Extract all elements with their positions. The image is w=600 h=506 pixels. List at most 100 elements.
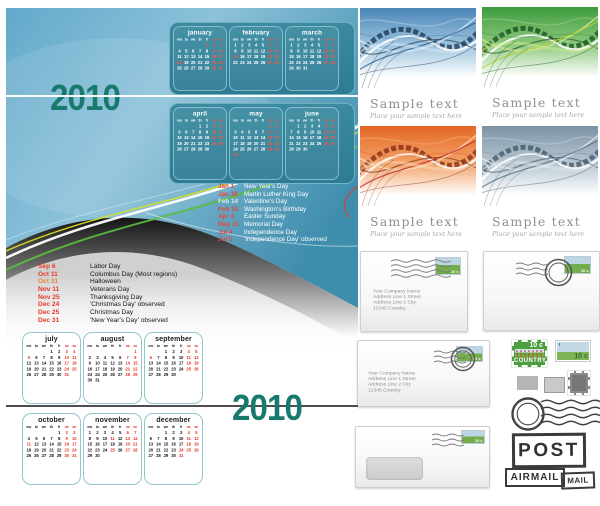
day-cell: 1 [164,430,168,436]
day-cell: 13 [323,48,328,54]
holiday-name: Independence Day [244,228,297,236]
day-cell: 2 [241,42,244,48]
day-cell: 21 [289,140,294,146]
card-title: Sample text [492,95,581,110]
month-calendar-july: july mo tu we th fr sa su 1 2 3 4 5 6 7 8 9 10 11 12 13 14 15 1… [22,332,81,404]
day-cell: 7 [192,129,195,135]
day-cell: 28 [330,59,335,65]
weekday-header: tu [296,38,300,42]
wave-card-blue: Sample text Place your sample text here [360,8,476,120]
day-cell: 20 [34,366,39,372]
weekday-header: th [198,38,202,42]
stamp-value: 10 c [451,269,459,275]
green-country-stamp: 10 c COUNTRY [511,339,548,368]
month-name: august [100,334,125,343]
weekday-header: tu [156,425,160,430]
weekday-header: su [194,425,199,430]
day-cell: 3 [179,349,183,355]
day-cell: 2 [57,349,61,355]
weekday-header: tu [184,119,188,123]
holiday-row: Jan 18 Martin Luther King Day [218,191,358,199]
address-window [366,457,423,480]
day-cell: 21 [197,59,203,65]
weekday-header: sa [267,38,272,42]
holiday-row: Feb 15 Washington's Birthday [218,206,358,214]
month-calendar-march: march mo tu we th fr sa su 1 2 3 4 5 6 7 8 9 10 11 12 13 14 15… [285,26,339,91]
weekday-header: we [303,38,308,42]
day-cell: 25 [26,453,32,459]
weekday-header: su [194,344,199,349]
day-cell: 17 [211,135,216,141]
day-cell: 8 [290,48,293,54]
day-cell: 11 [72,354,77,360]
weekday-header: su [133,425,138,430]
day-cell: 7 [198,48,202,54]
address-line: Address Line 1 Street [368,375,416,382]
day-cell: 25 [240,146,245,152]
day-cell: 11 [218,129,223,135]
day-cell: 10 [218,48,223,54]
stamp-value: 10 c [529,342,543,349]
day-cell: 5 [35,435,38,441]
day-cell: 24 [178,366,184,372]
day-cell: 27 [34,372,39,378]
day-cell: 10 [178,435,184,441]
weekday-header: th [172,425,175,430]
weekday-header: fr [57,344,61,349]
day-cell: 3 [65,349,68,355]
day-cell: 16 [296,54,301,60]
day-cell: 17 [218,54,223,60]
day-cell: 16 [56,360,62,366]
day-cell: 17 [246,54,252,60]
day-cell: 26 [246,146,252,152]
day-cell: 12 [34,441,39,447]
weekday-header: sa [125,344,130,349]
day-cell: 30 [87,377,93,383]
day-cell: 27 [148,372,154,378]
postmark-circle-icon [544,258,573,287]
day-cell: 21 [156,366,161,372]
day-cell: 2 [96,430,99,436]
holiday-date: Nov 25 [38,293,60,301]
day-cell: 29 [56,453,62,459]
day-cell: 15 [204,54,210,60]
weekday-header: we [191,38,196,42]
weekday-header: mo [26,425,32,430]
weekday-header: sa [125,425,130,430]
holiday-name: Columbus Day (Most regions) [90,270,178,278]
day-cell: 8 [198,129,202,135]
day-cell: 19 [110,366,115,372]
weekday-header: tu [156,344,160,349]
day-cell: 6 [149,435,152,441]
day-cell: 18 [177,59,182,65]
weekday-header: th [310,119,314,123]
day-cell: 8 [50,354,53,360]
day-cell: 11 [186,435,191,441]
holiday-date: Oct 31 [38,278,59,286]
day-cell: 23 [204,140,210,146]
day-cell: 24 [211,140,216,146]
holiday-name: Labor Day [90,263,121,270]
holiday-list-first-half: Jan 1 New Year's Day Jan 18 Martin Luther K… [218,183,358,244]
day-cell: 28 [197,65,203,71]
day-cell: 8 [234,48,237,54]
day-cell: 13 [125,435,130,441]
holiday-name: Veterans Day [90,286,130,294]
day-cell: 12 [323,129,328,135]
day-cell: 20 [184,140,189,146]
day-cell: 6 [268,42,271,48]
day-cell: 3 [103,430,107,436]
cancellation-waves-icon [434,350,466,364]
weekday-header: th [310,38,314,42]
day-cell: 23 [296,59,301,65]
day-cell: 20 [125,441,130,447]
holiday-row: Dec 24 'Christmas Day' observed [38,301,208,309]
day-cell: 23 [87,372,93,378]
day-cell: 27 [267,59,272,65]
day-cell: 19 [246,140,252,146]
holiday-name: Martin Luther King Day [244,190,309,198]
holiday-row: Feb 14 Valentine's Day [218,198,358,206]
day-cell: 17 [71,441,77,447]
day-cell: 23 [64,447,69,453]
day-cell: 24 [218,59,223,65]
